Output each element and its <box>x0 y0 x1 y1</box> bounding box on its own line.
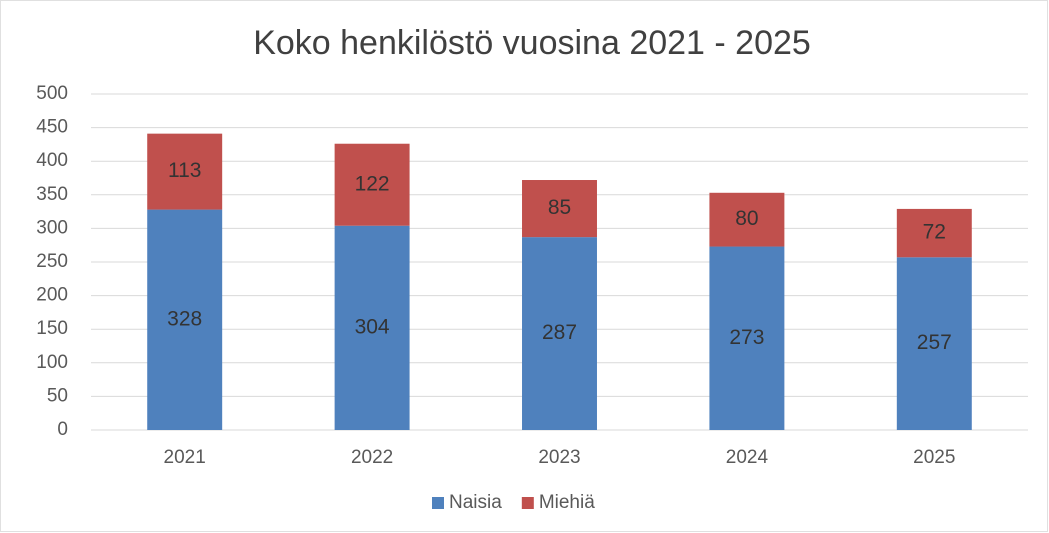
bar-segment <box>896 208 972 258</box>
y-tick-label: 250 <box>36 251 68 272</box>
bar-segment <box>709 246 785 430</box>
data-label: 80 <box>735 207 758 230</box>
data-label: 122 <box>355 172 390 195</box>
legend-label: Naisia <box>449 492 502 513</box>
data-label: 85 <box>548 196 571 219</box>
data-label: 287 <box>542 321 577 344</box>
bar-segment <box>522 237 597 430</box>
legend-label: Miehiä <box>539 492 595 513</box>
x-tick-label: 2021 <box>164 447 206 468</box>
x-tick-label: 2023 <box>538 447 580 468</box>
data-label: 113 <box>168 159 201 182</box>
data-label: 72 <box>923 221 946 244</box>
bar-segment <box>147 209 223 430</box>
y-tick-label: 500 <box>36 83 68 104</box>
bar-segment <box>147 133 223 210</box>
data-label: 304 <box>355 315 390 338</box>
bar-segment <box>334 143 410 226</box>
y-tick-label: 100 <box>36 352 68 373</box>
data-label: 257 <box>917 331 952 354</box>
bar-segment <box>522 180 597 238</box>
legend-swatch <box>521 497 534 509</box>
y-tick-label: 400 <box>36 150 68 171</box>
y-tick-label: 450 <box>36 117 68 138</box>
x-tick-label: 2024 <box>726 447 769 468</box>
data-label: 273 <box>729 326 764 349</box>
y-tick-label: 150 <box>36 318 68 339</box>
chart-title: Koko henkilöstö vuosina 2021 - 2025 <box>253 24 811 62</box>
bar-segment <box>334 225 410 430</box>
legend-swatch <box>432 497 444 509</box>
x-tick-label: 2022 <box>351 447 393 468</box>
bar-segment <box>896 257 972 430</box>
bar-segment <box>709 192 785 247</box>
y-tick-label: 350 <box>36 184 68 205</box>
x-tick-label: 2025 <box>913 447 955 468</box>
y-tick-label: 200 <box>36 285 68 306</box>
y-tick-label: 50 <box>47 385 68 406</box>
data-label: 328 <box>167 307 202 330</box>
y-tick-label: 0 <box>57 419 68 440</box>
y-tick-label: 300 <box>36 217 68 238</box>
